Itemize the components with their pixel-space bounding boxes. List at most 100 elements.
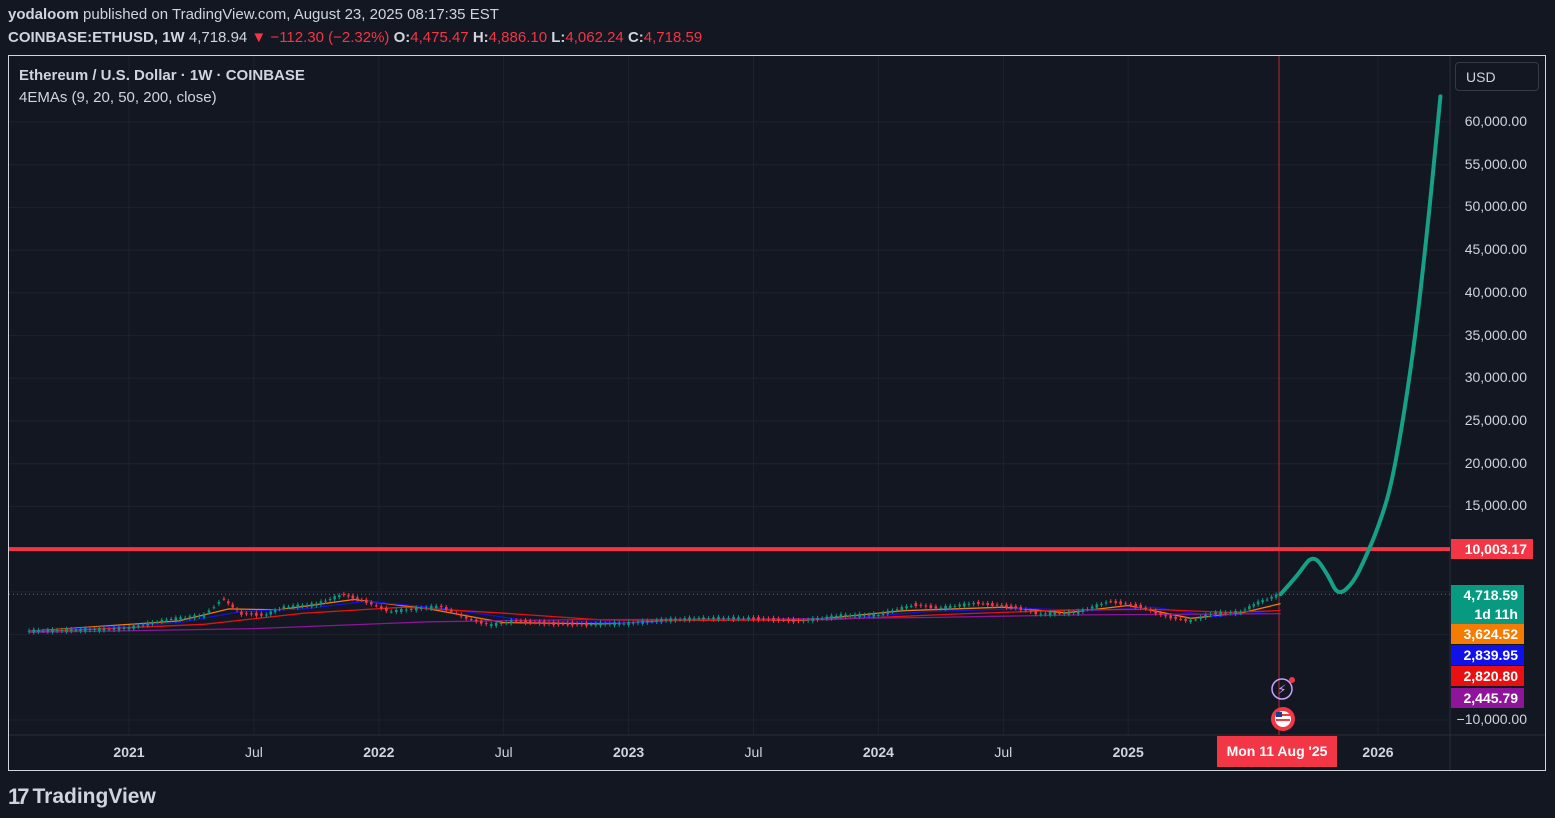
candle-body xyxy=(664,619,668,621)
candle-body xyxy=(547,622,551,624)
candle-body xyxy=(301,605,304,607)
candle-body xyxy=(79,628,82,632)
candle-body xyxy=(914,603,918,607)
candle-body xyxy=(886,610,890,614)
ema-price-tag: 3,624.52 xyxy=(1451,624,1524,644)
candle-body xyxy=(454,613,458,615)
candle-body xyxy=(1019,607,1023,611)
candle-body xyxy=(757,617,760,621)
x-tick-label: 2022 xyxy=(363,744,395,760)
candle-body xyxy=(1014,606,1018,609)
candle-body xyxy=(727,617,730,619)
candle-body xyxy=(324,600,327,602)
candle-body xyxy=(207,610,211,613)
candle-body xyxy=(1199,616,1202,619)
author-name[interactable]: yodaloom xyxy=(8,6,79,23)
candle-body xyxy=(669,618,673,622)
last-price: 4,718.94 xyxy=(188,29,248,46)
event-dot-icon xyxy=(1289,677,1295,683)
candle-body xyxy=(891,610,894,612)
x-tick-label: 2026 xyxy=(1362,744,1394,760)
high-label: H: xyxy=(472,29,489,46)
candle-body xyxy=(1189,619,1192,622)
event-lightning-icon xyxy=(1271,678,1293,700)
flag-stripe xyxy=(1276,714,1290,716)
candle-body xyxy=(934,606,938,609)
candle-body xyxy=(469,619,473,621)
candle-body xyxy=(660,618,663,623)
candle-body xyxy=(1067,611,1071,615)
candle-body xyxy=(688,617,691,621)
candle-body xyxy=(464,616,468,619)
candle-body xyxy=(707,618,710,620)
high-value: 4,886.10 xyxy=(488,29,548,46)
candle-body xyxy=(844,614,847,617)
currency-button[interactable]: USD xyxy=(1455,62,1539,91)
candle-body xyxy=(1149,609,1152,611)
candle-body xyxy=(141,624,145,626)
published-text: published on TradingView.com, August 23,… xyxy=(83,6,499,23)
candle-body xyxy=(231,604,234,608)
flag-canton xyxy=(1276,712,1282,717)
candle-body xyxy=(1009,605,1013,608)
y-tick-label: 25,000.00 xyxy=(1464,412,1527,428)
candle-body xyxy=(622,623,626,625)
candle-body xyxy=(370,602,373,605)
candle-body xyxy=(599,622,602,626)
candle-body xyxy=(419,607,423,609)
y-tick-label: 45,000.00 xyxy=(1464,241,1527,258)
candle-body xyxy=(474,619,478,622)
close-value: 4,718.59 xyxy=(643,29,703,46)
candle-body xyxy=(948,605,952,608)
candle-body xyxy=(542,621,546,625)
candle-body xyxy=(762,618,765,620)
indicator-legend[interactable]: 4EMAs (9, 20, 50, 200, close) xyxy=(19,89,217,106)
candle-body xyxy=(1062,611,1066,615)
candle-body xyxy=(250,613,253,615)
candle-body xyxy=(1248,606,1251,610)
candle-body xyxy=(1159,612,1162,615)
candle-body xyxy=(193,615,196,619)
candle-body xyxy=(273,610,277,613)
candle-body xyxy=(816,617,819,621)
candle-body xyxy=(60,629,64,631)
candle-body xyxy=(603,623,607,625)
candle-body xyxy=(102,628,106,631)
candle-body xyxy=(424,607,428,609)
candle-body xyxy=(127,627,131,630)
candle-body xyxy=(991,603,994,607)
candle-body xyxy=(986,603,989,606)
y-tick-label: −10,000.00 xyxy=(1456,711,1527,727)
candle-body xyxy=(74,630,78,632)
candle-body xyxy=(811,618,815,622)
candle-body xyxy=(384,607,388,611)
candle-body xyxy=(375,605,378,607)
candle-body xyxy=(1100,603,1103,605)
tradingview-brand: 17 TradingView xyxy=(8,784,156,810)
publish-info: yodaloom published on TradingView.com, A… xyxy=(8,6,499,23)
candle-body xyxy=(646,620,649,623)
candle-body xyxy=(269,611,273,615)
candle-body xyxy=(459,614,463,617)
candle-body xyxy=(939,607,943,609)
candle-body xyxy=(337,595,341,598)
candle-body xyxy=(1119,601,1123,605)
candle-body xyxy=(594,623,598,626)
candle-body xyxy=(1204,614,1207,618)
ema-price-tag: 2,820.80 xyxy=(1451,666,1524,686)
candle-body xyxy=(1090,606,1094,609)
candle-body xyxy=(683,618,687,621)
candle-body xyxy=(404,609,408,611)
candle-body xyxy=(1029,610,1033,612)
candle-body xyxy=(834,615,838,617)
candle-body xyxy=(315,603,318,606)
current-price-tag: 4,718.59 xyxy=(1451,585,1524,605)
y-tick-label: 50,000.00 xyxy=(1464,198,1527,215)
candle-body xyxy=(617,622,621,625)
candle-body xyxy=(235,609,239,611)
candle-body xyxy=(146,622,150,626)
candle-body xyxy=(217,601,221,604)
candle-body xyxy=(674,618,677,621)
open-label: O: xyxy=(393,29,411,46)
